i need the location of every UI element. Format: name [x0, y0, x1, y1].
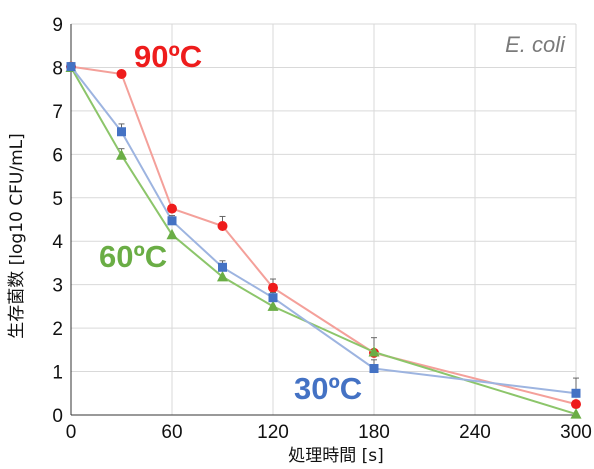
data-point — [571, 388, 581, 398]
data-point — [369, 364, 379, 374]
data-point — [570, 408, 582, 419]
series-line — [70, 65, 577, 406]
x-tick-label: 180 — [358, 422, 390, 443]
series-group — [65, 61, 582, 419]
y-tick-label: 4 — [52, 232, 63, 253]
y-tick-label: 6 — [52, 145, 63, 166]
grid — [71, 23, 577, 415]
x-axis-label: 処理時間 [s] — [288, 446, 384, 466]
series-label-30c: 30ºC — [294, 371, 362, 406]
tick-labels: 0 1 2 3 4 5 6 7 8 9 0 60 120 180 240 300 — [52, 15, 591, 443]
series-0 — [66, 61, 581, 410]
y-tick-label: 5 — [52, 189, 63, 210]
x-tick-label: 300 — [560, 422, 592, 443]
data-point — [268, 282, 278, 293]
series-label-90c: 90ºC — [134, 39, 202, 74]
data-point — [167, 203, 177, 214]
data-point — [268, 293, 278, 303]
y-tick-label: 8 — [52, 58, 63, 79]
x-tick-label: 120 — [257, 422, 289, 443]
axes — [70, 24, 576, 416]
data-point — [166, 228, 178, 240]
x-tick-label: 60 — [161, 422, 182, 443]
data-point — [217, 221, 228, 232]
data-point — [368, 346, 380, 357]
data-point — [66, 62, 76, 72]
organism-annotation: E. coli — [505, 32, 566, 57]
data-point — [571, 399, 581, 410]
data-point — [116, 149, 127, 160]
series-2 — [66, 62, 581, 398]
data-point — [167, 216, 177, 226]
data-point — [217, 270, 228, 282]
y-tick-label: 1 — [52, 363, 63, 384]
y-tick-label: 7 — [52, 102, 63, 123]
series-line — [70, 65, 577, 395]
y-tick-label: 9 — [52, 15, 63, 36]
data-point — [116, 68, 127, 79]
y-axis-label: 生存菌数 [log10 CFU/mL] — [7, 133, 27, 338]
data-point — [117, 127, 126, 137]
data-point — [267, 300, 279, 311]
y-tick-label: 2 — [52, 319, 63, 340]
x-tick-label: 0 — [66, 422, 77, 443]
y-tick-label: 3 — [52, 276, 63, 297]
series-label-60c: 60ºC — [99, 239, 167, 274]
y-tick-label: 0 — [52, 406, 63, 427]
data-point — [218, 262, 227, 272]
x-tick-label: 240 — [459, 422, 491, 443]
